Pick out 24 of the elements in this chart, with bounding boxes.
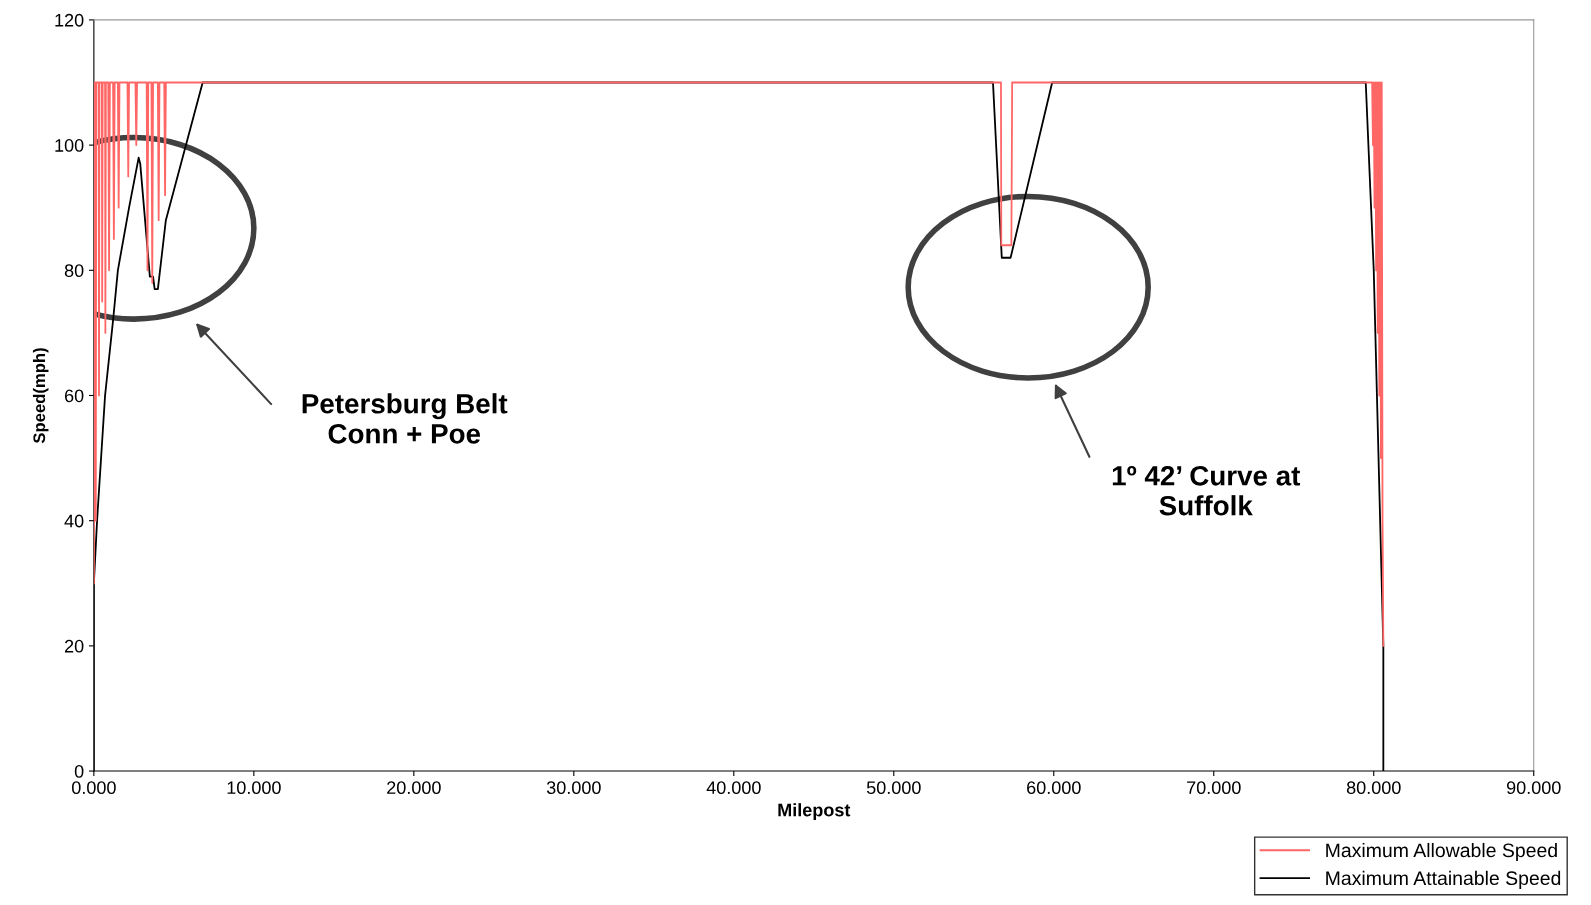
x-tick-label: 70.000 (1187, 781, 1241, 795)
x-tick-label: 40.000 (706, 781, 761, 795)
x-tick-label: 10.000 (227, 781, 281, 795)
y-tick-label: 80 (64, 264, 84, 278)
y-tick-label: 100 (55, 139, 84, 152)
legend-label: Maximum Attainable Speed (1326, 870, 1561, 889)
x-tick-label: 90.000 (1506, 781, 1561, 795)
y-tick-label: 120 (55, 13, 84, 27)
x-tick-label: 20.000 (387, 781, 441, 795)
y-tick-label: 40 (64, 514, 84, 528)
x-tick-label: 50.000 (866, 781, 921, 795)
x-tick-label: 80.000 (1346, 781, 1401, 795)
y-tick-label: 20 (64, 639, 84, 653)
legend-label: Maximum Allowable Speed (1326, 842, 1557, 862)
line-series (93, 81, 1385, 647)
y-tick-label: 0 (74, 764, 84, 778)
x-tick-label: 60.000 (1027, 781, 1081, 795)
y-axis-title: Speed(mph) (32, 348, 49, 444)
annotation: Petersburg Belt Conn + Poe (302, 393, 508, 444)
y-tick-label: 60 (64, 389, 84, 403)
x-axis-title: Milepost (778, 803, 851, 820)
annotation: 1º 42’ Curve at Suffolk (1112, 465, 1301, 516)
x-tick-label: 30.000 (546, 781, 601, 795)
x-tick-label: 0.000 (71, 781, 116, 795)
